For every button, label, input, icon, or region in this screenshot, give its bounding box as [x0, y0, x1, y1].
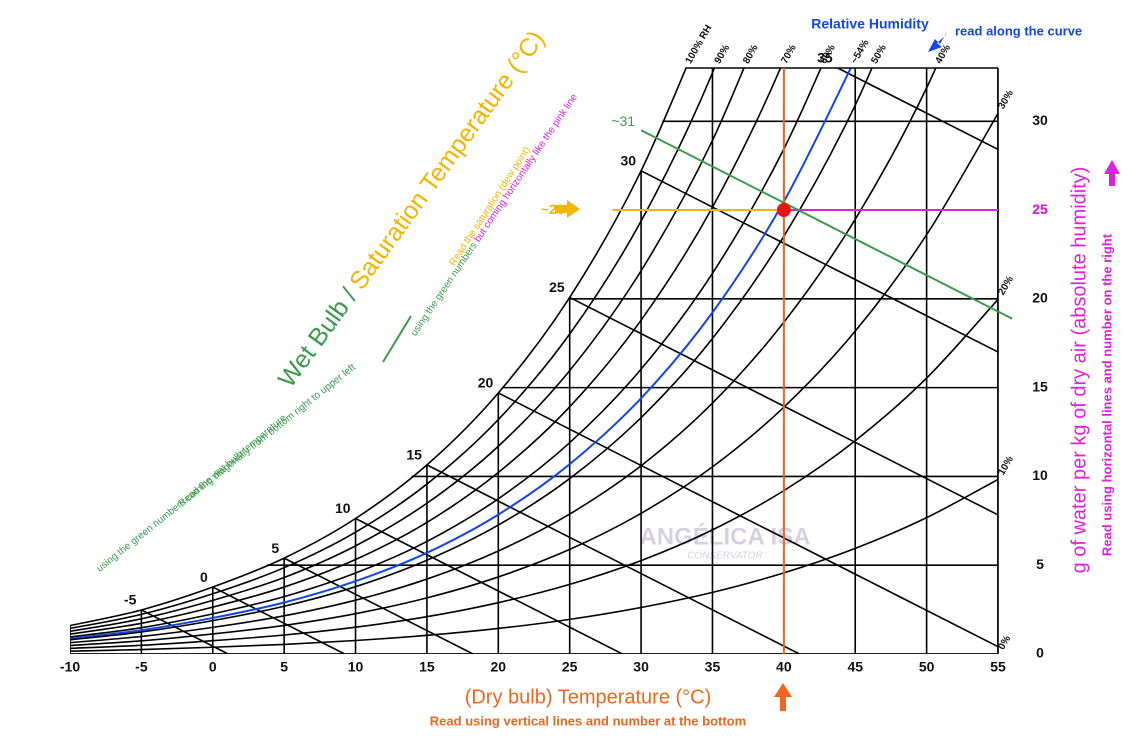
x-tick-label: 50	[919, 659, 935, 675]
y-axis-note: Read using horizontal lines and number o…	[1099, 233, 1114, 556]
wet-bulb-label: 0	[200, 569, 208, 585]
watermark: ANGÉLICA ISA	[639, 522, 810, 550]
y-tick-label: 0	[1036, 645, 1044, 661]
rh-label: 60%	[818, 43, 838, 66]
x-tick-label: 5	[280, 659, 288, 675]
x-tick-label: -5	[135, 659, 148, 675]
rh-label: 50%	[869, 43, 889, 66]
x-tick-label: 15	[419, 659, 435, 675]
rh-curve	[70, 68, 716, 630]
x-tick-label: 10	[348, 659, 364, 675]
wet-bulb-line	[497, 392, 998, 648]
wet-bulb-label: -5	[124, 592, 137, 608]
x-tick-label: 20	[491, 659, 507, 675]
wet-bulb-label: 10	[335, 500, 351, 516]
wet-bulb-label: 25	[549, 279, 565, 295]
rh-curve	[70, 478, 998, 652]
dew-arrow	[555, 200, 580, 218]
plot-area	[70, 68, 998, 654]
y-tick-label: 5	[1036, 556, 1044, 572]
rh-arrow	[928, 30, 948, 52]
rh-curve	[70, 68, 745, 633]
rh-label: 20%	[996, 274, 1016, 297]
x-tick-label: 40	[776, 659, 792, 675]
watermark-sub: CONSERVATOR	[687, 551, 763, 562]
big-title: Wet Bulb /Saturation Temperature (°C)	[273, 25, 550, 392]
wet-bulb-line	[426, 464, 800, 654]
rh-curve	[70, 68, 937, 644]
wet-bulb-label: 5	[271, 540, 279, 556]
x-tick-label: 35	[705, 659, 721, 675]
x-tick-label: -10	[60, 659, 80, 675]
x-tick-label: 30	[633, 659, 649, 675]
x-axis-note: Read using vertical lines and number at …	[430, 713, 746, 728]
rh-curve	[70, 68, 687, 627]
y-arrow	[1104, 160, 1120, 186]
rh-curve	[70, 68, 782, 635]
rh-curve	[70, 68, 852, 640]
x-axis-title: (Dry bulb) Temperature (°C)	[465, 686, 712, 708]
humidity-value: 25	[1032, 201, 1048, 217]
x-tick-label: 0	[209, 659, 217, 675]
rh-label: 0%	[996, 634, 1013, 652]
x-tick-label: 25	[562, 659, 578, 675]
wet-bulb-line	[355, 517, 623, 654]
rh-label: 100% RH	[684, 23, 715, 66]
y-tick-label: 25	[1032, 201, 1048, 217]
wet-bulb-line	[837, 68, 998, 151]
wet-bulb-line	[283, 557, 474, 654]
wet-bulb-line	[569, 296, 998, 516]
wet-bulb-label: 30	[620, 153, 636, 169]
y-axis-title: g of water per kg of dry air (absolute h…	[1068, 167, 1090, 574]
wet-bulb-highlight	[640, 129, 1013, 320]
rh-curve	[70, 68, 873, 641]
rh-label: 80%	[741, 43, 761, 66]
y-tick-label: 30	[1032, 112, 1048, 128]
wet-bulb-label: 20	[478, 375, 494, 391]
wet-note-2: using the green numbers coming diagonall…	[95, 362, 358, 575]
wet-bulb-line	[640, 170, 998, 353]
rh-title: Relative Humidity	[811, 16, 929, 32]
dew-note-2a: using the green numbers	[409, 238, 482, 338]
rh-label: 70%	[779, 43, 799, 66]
slash	[382, 315, 412, 363]
wet-bulb-value: ~31	[611, 113, 635, 129]
dew-point-value: ~28	[541, 201, 565, 217]
wet-bulb-label: 35	[817, 50, 833, 66]
y-tick-label: 20	[1032, 290, 1048, 306]
rh-label: 90%	[713, 43, 733, 66]
x-tick-label: 55	[990, 659, 1006, 675]
wet-bulb-label: 15	[406, 447, 422, 463]
y-tick-label: 15	[1032, 378, 1048, 394]
rh-curve	[70, 113, 998, 647]
rh-label: 10%	[996, 454, 1016, 477]
x-tick-label: 45	[847, 659, 863, 675]
rh-curve	[70, 298, 998, 650]
state-point	[776, 203, 791, 218]
x-arrow	[774, 683, 792, 711]
rh-note: read along the curve	[955, 23, 1082, 38]
rh-label: ~54%	[849, 38, 872, 66]
y-tick-label: 10	[1032, 467, 1048, 483]
rh-label: 30%	[996, 88, 1016, 111]
